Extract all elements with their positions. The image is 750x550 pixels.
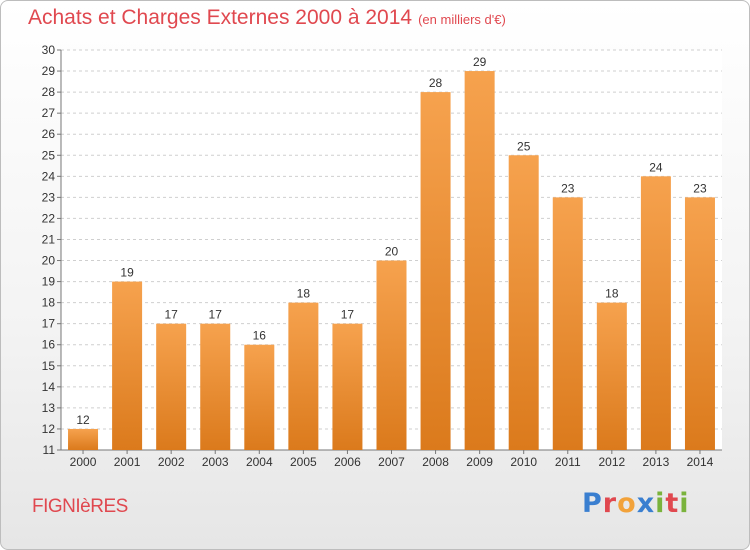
bar: [508, 155, 539, 450]
logo-letter: x: [636, 488, 656, 519]
x-tick-label: 2013: [643, 455, 670, 469]
bar: [68, 428, 99, 450]
y-tick-label: 13: [42, 401, 56, 415]
x-tick-label: 2005: [290, 455, 317, 469]
x-tick-label: 2004: [246, 455, 273, 469]
x-tick-label: 2011: [555, 455, 581, 469]
title-text: Achats et Charges Externes 2000 à 2014: [28, 6, 413, 29]
bar-value-label: 16: [253, 329, 267, 343]
x-tick-label: 2006: [334, 455, 361, 469]
y-tick-label: 30: [42, 43, 56, 57]
bar: [464, 71, 495, 450]
bar: [288, 302, 319, 450]
x-tick-label: 2009: [466, 455, 493, 469]
y-tick-label: 20: [42, 254, 56, 268]
y-tick-label: 16: [42, 338, 56, 352]
bar: [244, 344, 275, 450]
x-tick-label: 2010: [510, 455, 537, 469]
x-tick-label: 2002: [158, 455, 185, 469]
bar-value-label: 25: [517, 139, 531, 153]
title-unit: (en milliers d'€): [418, 12, 506, 27]
y-tick-label: 22: [42, 211, 56, 225]
bar: [156, 323, 187, 450]
proxiti-logo: Proxiti: [582, 488, 690, 519]
bar: [112, 281, 143, 450]
bar-value-label: 18: [297, 287, 311, 301]
bar: [596, 302, 627, 450]
bar-value-label: 28: [429, 76, 443, 90]
y-tick-label: 15: [42, 359, 56, 373]
chart-title: Achats et Charges Externes 2000 à 2014 (e…: [28, 6, 506, 30]
bar-value-label: 17: [164, 308, 178, 322]
bar: [420, 92, 451, 451]
bar-value-label: 23: [693, 181, 707, 195]
y-tick-label: 17: [42, 317, 56, 331]
y-tick-label: 18: [42, 296, 56, 310]
y-tick-label: 23: [42, 190, 56, 204]
bar: [200, 323, 231, 450]
logo-letter: P: [582, 488, 603, 519]
y-tick-label: 12: [42, 422, 56, 436]
logo-letter: i: [679, 488, 690, 519]
bar: [552, 197, 583, 450]
bar: [684, 197, 715, 450]
y-tick-label: 21: [42, 232, 56, 246]
y-tick-label: 25: [42, 148, 56, 162]
logo-letter: r: [602, 488, 618, 519]
bar-value-label: 18: [605, 287, 619, 301]
bar-value-label: 29: [473, 55, 487, 69]
bar-value-label: 17: [209, 308, 223, 322]
bar-value-label: 20: [385, 245, 399, 259]
x-tick-label: 2008: [422, 455, 449, 469]
bar: [376, 260, 407, 450]
bar-value-label: 23: [561, 181, 575, 195]
bar: [640, 176, 671, 450]
y-tick-label: 27: [42, 106, 56, 120]
bar-value-label: 17: [341, 308, 355, 322]
x-tick-label: 2000: [70, 455, 97, 469]
bar-value-label: 24: [649, 160, 663, 174]
x-tick-label: 2012: [598, 455, 625, 469]
x-tick-label: 2001: [114, 455, 141, 469]
y-tick-label: 14: [42, 380, 56, 394]
x-tick-label: 2014: [687, 455, 714, 469]
bar: [332, 323, 363, 450]
x-tick-label: 2003: [202, 455, 229, 469]
y-tick-label: 28: [42, 85, 56, 99]
y-tick-label: 29: [42, 64, 56, 78]
logo-letter: i: [655, 488, 666, 519]
bar-value-label: 12: [76, 413, 90, 427]
x-tick-label: 2007: [378, 455, 405, 469]
logo-letter: t: [665, 488, 680, 519]
logo-letter: o: [617, 488, 637, 519]
y-tick-label: 24: [42, 169, 56, 183]
y-tick-label: 19: [42, 275, 56, 289]
commune-name: FIGNIèRES: [32, 496, 128, 517]
bar-value-label: 19: [120, 266, 134, 280]
y-tick-label: 26: [42, 127, 56, 141]
y-tick-label: 11: [43, 443, 56, 457]
